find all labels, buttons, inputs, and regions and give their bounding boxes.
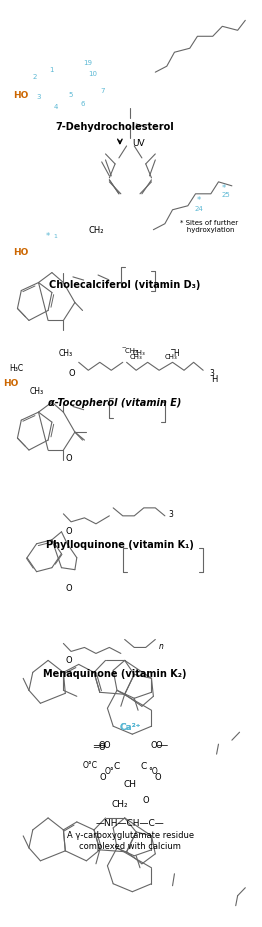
- Text: O: O: [65, 655, 72, 665]
- Text: HO: HO: [14, 91, 29, 99]
- Text: HO: HO: [3, 378, 18, 387]
- Text: * Sites of further
   hydroxylation: * Sites of further hydroxylation: [180, 220, 238, 233]
- Text: O−: O−: [155, 740, 169, 749]
- Text: 5: 5: [69, 92, 73, 98]
- Text: HO: HO: [14, 248, 29, 257]
- Text: —NH—CH—C—: —NH—CH—C—: [96, 819, 165, 828]
- Text: O: O: [69, 368, 75, 377]
- Text: CH₂: CH₂: [88, 226, 104, 235]
- Text: 7-Dehydrocholesterol: 7-Dehydrocholesterol: [56, 121, 174, 132]
- Text: CH₃: CH₃: [130, 354, 143, 360]
- Text: CH₃: CH₃: [164, 354, 177, 360]
- Text: 25: 25: [222, 192, 231, 197]
- Text: 4: 4: [53, 104, 58, 110]
- Text: 3: 3: [169, 510, 174, 519]
- Text: −O: −O: [92, 742, 106, 751]
- Text: C: C: [141, 761, 147, 769]
- Text: °O: °O: [149, 766, 158, 775]
- Bar: [10, 708, 261, 838]
- Text: *: *: [197, 197, 201, 205]
- Text: CH₃: CH₃: [58, 349, 72, 358]
- Text: O: O: [155, 772, 161, 781]
- Text: 2: 2: [32, 74, 37, 80]
- Text: −O: −O: [92, 740, 106, 749]
- Text: H: H: [211, 375, 217, 384]
- Text: Menaquinone (vitamin K₂): Menaquinone (vitamin K₂): [43, 668, 187, 679]
- Text: 24: 24: [195, 206, 204, 211]
- Text: O: O: [65, 583, 72, 592]
- Text: 1: 1: [50, 67, 54, 73]
- Text: UV: UV: [132, 139, 145, 148]
- Text: Ca²⁺: Ca²⁺: [120, 722, 141, 730]
- Text: C: C: [114, 761, 120, 769]
- Text: O: O: [99, 772, 106, 781]
- Text: 19: 19: [83, 60, 92, 66]
- Text: 7: 7: [100, 88, 105, 94]
- Text: ̅CH₃: ̅CH₃: [126, 348, 139, 354]
- Text: 3: 3: [36, 94, 41, 100]
- Text: O: O: [65, 527, 72, 535]
- Text: 10: 10: [89, 71, 97, 77]
- Text: O: O: [65, 453, 72, 463]
- Text: −O: −O: [97, 740, 110, 749]
- Text: 3: 3: [209, 368, 214, 377]
- Text: ̅H: ̅H: [174, 349, 180, 358]
- Text: 1: 1: [54, 234, 58, 239]
- Text: CH: CH: [124, 779, 137, 788]
- Text: Ca²⁺: Ca²⁺: [120, 722, 141, 730]
- Text: A γ-carboxyglutamate residue
complexed with calcium: A γ-carboxyglutamate residue complexed w…: [67, 831, 194, 850]
- Text: n: n: [159, 641, 164, 650]
- Text: Phylloquinone (vitamin K₁): Phylloquinone (vitamin K₁): [46, 540, 194, 549]
- Text: CH₃: CH₃: [30, 387, 44, 395]
- Text: α-Tocopherol (vitamin E): α-Tocopherol (vitamin E): [48, 398, 182, 408]
- Text: *: *: [222, 184, 226, 193]
- Text: 6: 6: [80, 101, 85, 107]
- Text: O°: O°: [105, 766, 114, 775]
- Text: Cholecalciferol (vitamin D₃): Cholecalciferol (vitamin D₃): [49, 279, 200, 289]
- Text: O°C: O°C: [83, 760, 98, 768]
- Text: O: O: [143, 795, 149, 805]
- Text: CH₃: CH₃: [133, 350, 145, 356]
- Text: O−: O−: [150, 740, 164, 749]
- Text: H₃C: H₃C: [9, 363, 23, 373]
- Text: CH₂: CH₂: [112, 800, 128, 808]
- Text: *: *: [46, 232, 50, 241]
